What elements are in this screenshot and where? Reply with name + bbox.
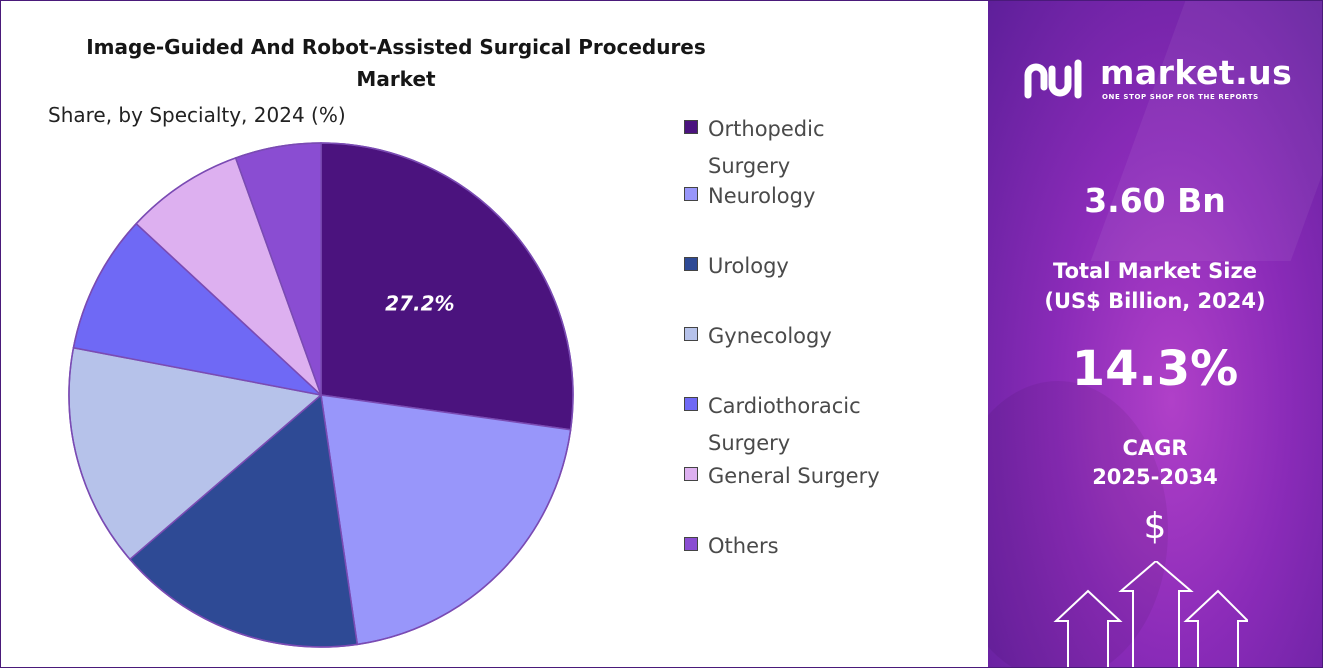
brand-name: market.us — [1100, 53, 1293, 92]
market-size-value: 3.60 Bn — [1084, 181, 1226, 220]
legend-label-neurology: Neurology — [708, 184, 816, 208]
legend-swatch-others — [684, 537, 698, 551]
brand-logo: market.us ONE STOP SHOP FOR THE REPORTS — [1022, 53, 1302, 113]
chart-title-line2: Market — [356, 67, 436, 91]
legend-label-general-surgery: General Surgery — [708, 464, 880, 488]
legend-label-orthopedic-surgery: Orthopedic Surgery — [708, 117, 825, 178]
pie-slice-neurology — [320, 394, 572, 646]
legend-swatch-orthopedic-surgery — [684, 120, 698, 134]
background-shape — [1090, 1, 1322, 261]
legend-label-urology: Urology — [708, 254, 789, 278]
chart-subtitle: Share, by Specialty, 2024 (%) — [48, 103, 346, 127]
legend-swatch-urology — [684, 257, 698, 271]
dollar-icon: $ — [1143, 506, 1167, 547]
market-us-logo-icon — [1024, 59, 1082, 99]
pie-slice-orthopedic-surgery — [320, 142, 574, 431]
pie-labels: 27.2% — [385, 291, 454, 315]
legend-swatch-cardiothoracic-surgery — [684, 397, 698, 411]
legend-swatch-neurology — [684, 187, 698, 201]
legend-swatch-general-surgery — [684, 467, 698, 481]
chart-panel: Image-Guided And Robot-Assisted Surgical… — [1, 1, 987, 667]
pie-outline — [68, 142, 574, 648]
legend-label-gynecology: Gynecology — [708, 324, 832, 348]
chart-title: Image-Guided And Robot-Assisted Surgical… — [1, 31, 791, 95]
legend-label-cardiothoracic-surgery: Cardiothoracic Surgery — [708, 394, 861, 455]
pie-data-label-orthopedic-surgery: 27.2% — [385, 291, 454, 315]
stats-panel: market.us ONE STOP SHOP FOR THE REPORTS … — [988, 1, 1322, 667]
market-size-label: Total Market Size (US$ Billion, 2024) — [1044, 259, 1266, 313]
cagr-value: 14.3% — [1071, 341, 1239, 397]
cagr-label: CAGR 2025-2034 — [1092, 436, 1218, 489]
brand-tagline: ONE STOP SHOP FOR THE REPORTS — [1102, 93, 1259, 101]
chart-title-line1: Image-Guided And Robot-Assisted Surgical… — [86, 35, 706, 59]
growth-arrows-icon — [1053, 561, 1248, 667]
pie-chart: 27.2% — [68, 142, 574, 648]
legend-label-others: Others — [708, 534, 779, 558]
background-shape — [988, 381, 1168, 667]
pie-slices — [68, 142, 574, 648]
legend-swatch-gynecology — [684, 327, 698, 341]
